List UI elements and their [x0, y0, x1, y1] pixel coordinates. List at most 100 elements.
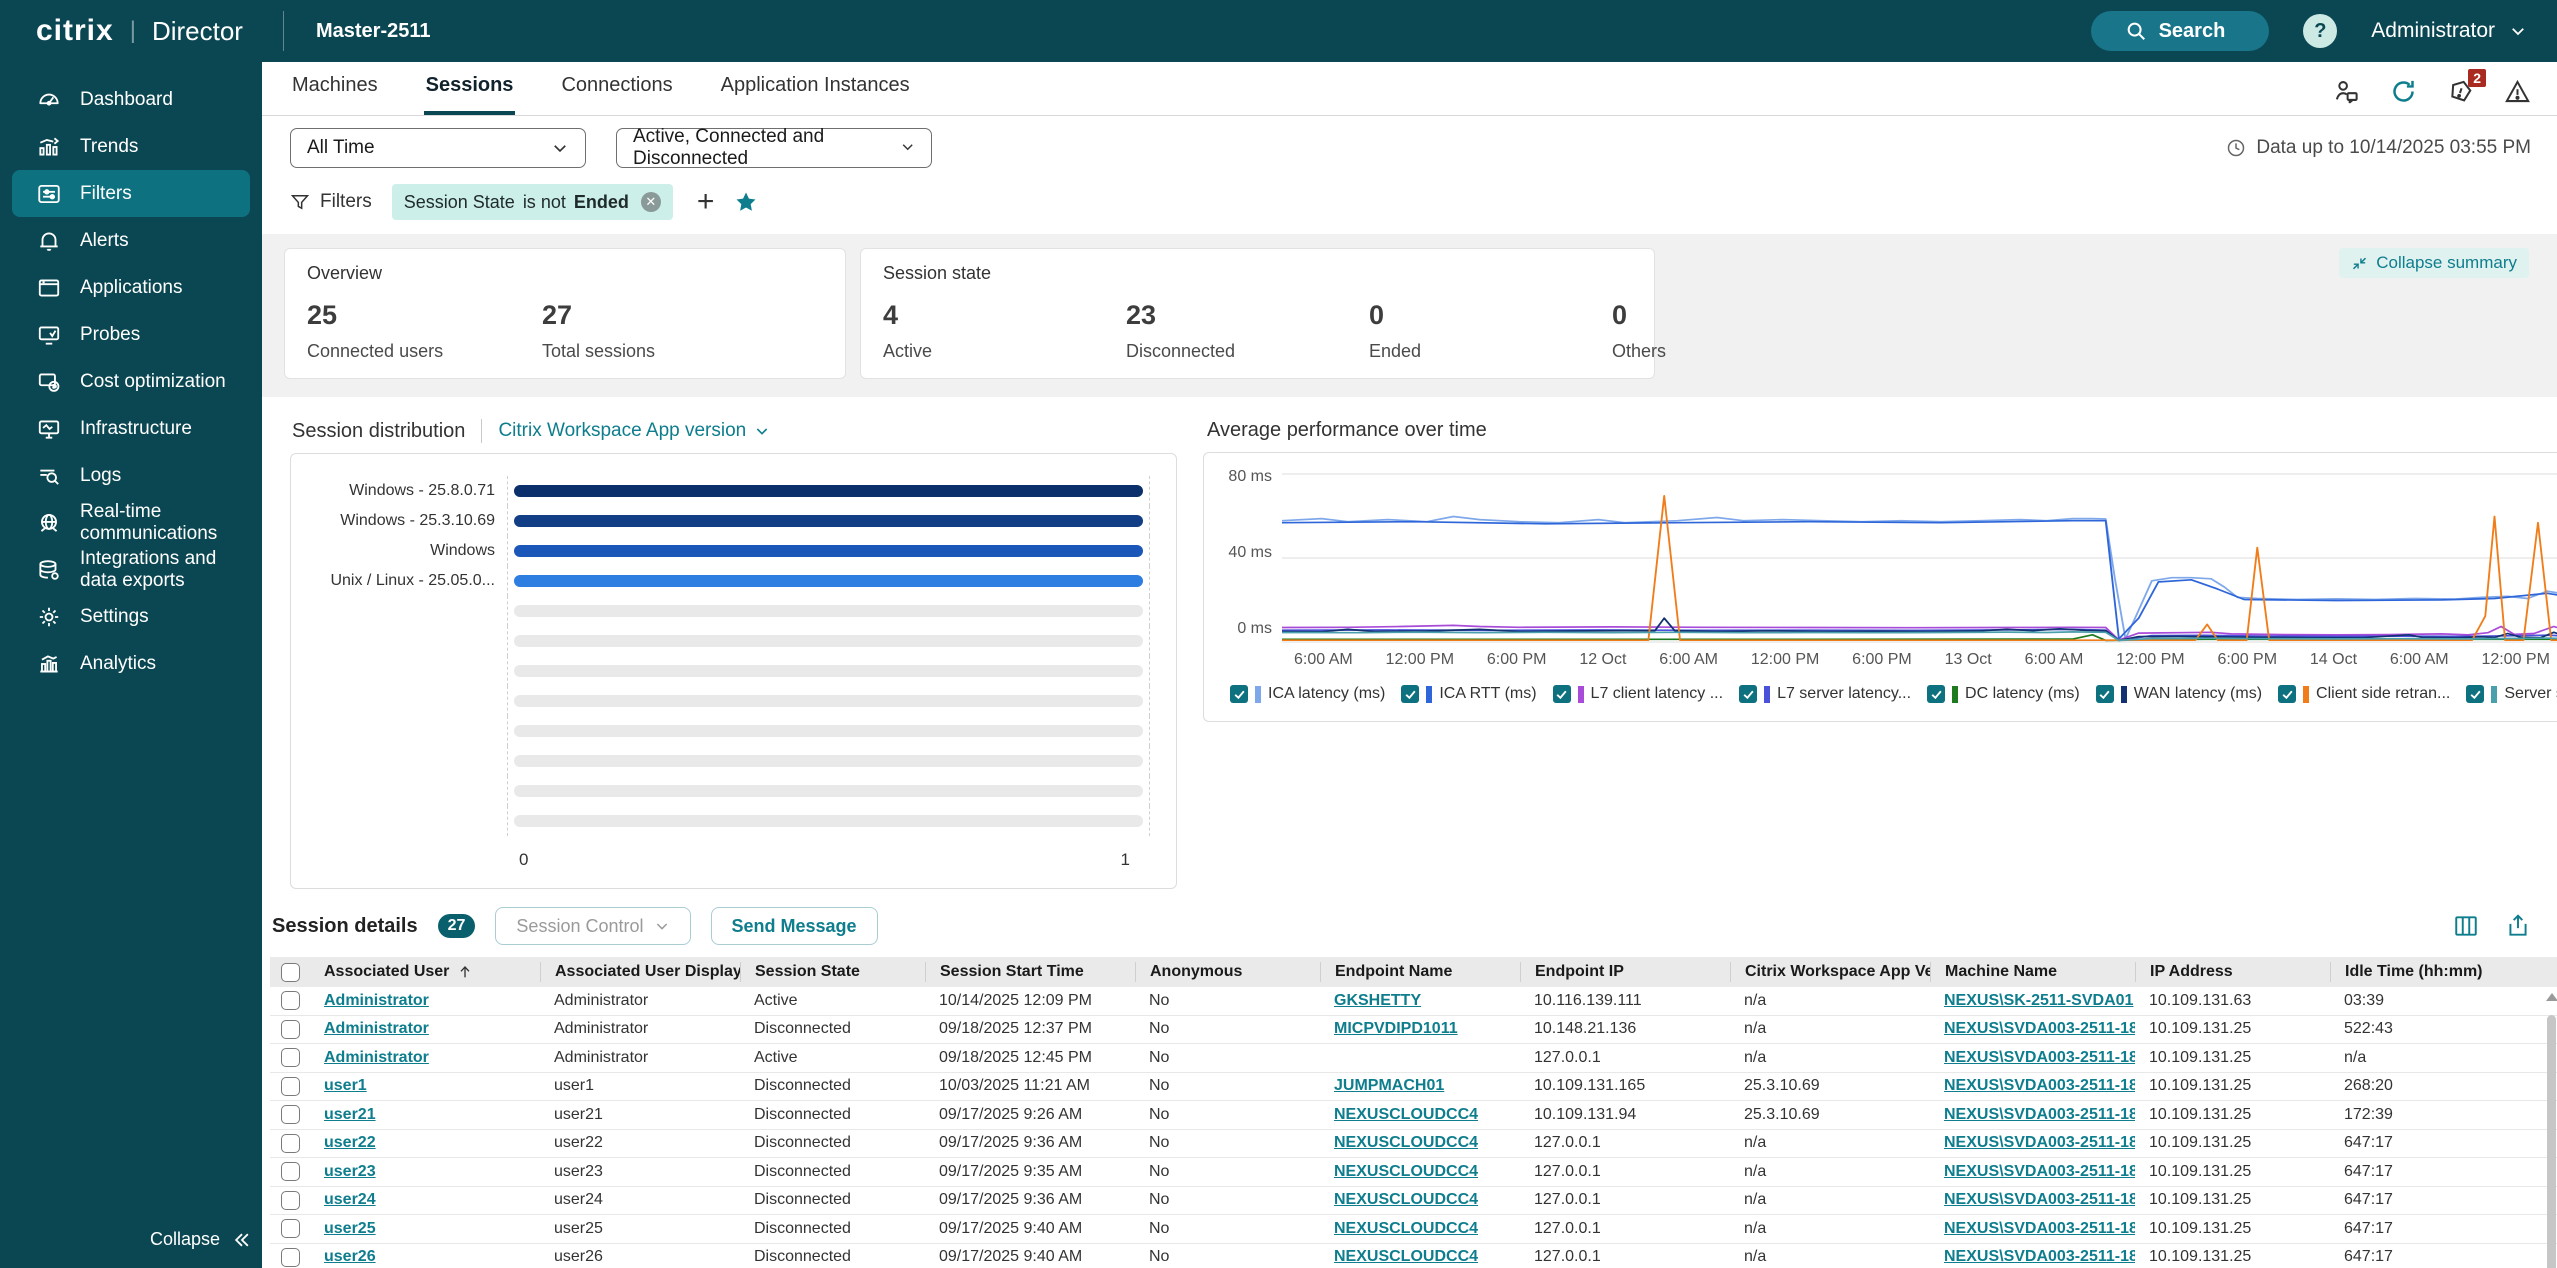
help-icon[interactable]: ?: [2303, 14, 2337, 48]
user-link[interactable]: user1: [324, 1077, 367, 1094]
column-header-ip-address[interactable]: IP Address: [2135, 962, 2330, 982]
legend-checkbox[interactable]: [1553, 685, 1571, 703]
sidebar-collapse-button[interactable]: Collapse: [0, 1229, 262, 1268]
user-menu[interactable]: Administrator: [2371, 19, 2527, 43]
endpoint-link[interactable]: NEXUSCLOUDCC4: [1334, 1134, 1478, 1151]
machine-link[interactable]: NEXUS\SVDA003-2511-18: [1944, 1220, 2135, 1237]
sidebar-item-dashboard[interactable]: Dashboard: [12, 76, 250, 123]
endpoint-link[interactable]: GKSHETTY: [1334, 992, 1421, 1009]
sidebar-item-probes[interactable]: Probes: [12, 311, 250, 358]
sidebar-item-analytics[interactable]: Analytics: [12, 640, 250, 687]
machine-link[interactable]: NEXUS\SVDA003-2511-18: [1944, 1077, 2135, 1094]
column-header-idle-time-hh-mm-[interactable]: Idle Time (hh:mm): [2330, 962, 2542, 982]
row-checkbox[interactable]: [281, 991, 300, 1010]
row-checkbox[interactable]: [281, 1134, 300, 1153]
tab-connections[interactable]: Connections: [559, 62, 674, 115]
column-header-machine-name[interactable]: Machine Name: [1930, 962, 2135, 982]
legend-checkbox[interactable]: [1401, 685, 1419, 703]
export-icon[interactable]: [2505, 913, 2531, 939]
add-filter-button[interactable]: +: [697, 192, 715, 212]
endpoint-link[interactable]: JUMPMACH01: [1334, 1077, 1444, 1094]
machine-link[interactable]: NEXUS\SVDA003-2511-18: [1944, 1248, 2135, 1265]
sidebar-item-integrations-and-data-exports[interactable]: Integrations and data exports: [12, 546, 250, 593]
legend-checkbox[interactable]: [1927, 685, 1945, 703]
session-state-select[interactable]: Active, Connected and Disconnected: [616, 128, 932, 168]
legend-checkbox[interactable]: [1230, 685, 1248, 703]
choose-columns-icon[interactable]: [2453, 913, 2479, 939]
machine-link[interactable]: NEXUS\SVDA003-2511-18: [1944, 1191, 2135, 1208]
warning-triangle-icon[interactable]: [2504, 78, 2531, 105]
table-scrollbar[interactable]: [2546, 993, 2557, 1268]
sidebar-item-filters[interactable]: Filters: [12, 170, 250, 217]
send-message-button[interactable]: Send Message: [711, 907, 878, 945]
remove-filter-icon[interactable]: ✕: [641, 192, 661, 212]
user-link[interactable]: user22: [324, 1134, 376, 1151]
filter-chip-session-state[interactable]: Session State is not Ended ✕: [392, 184, 673, 220]
machine-link[interactable]: NEXUS\SK-2511-SVDA01: [1944, 992, 2133, 1009]
session-control-button[interactable]: Session Control: [495, 907, 690, 945]
user-link[interactable]: Administrator: [324, 992, 429, 1009]
sidebar-item-real-time-communications[interactable]: Real-time communications: [12, 499, 250, 546]
column-header-anonymous[interactable]: Anonymous: [1135, 962, 1320, 982]
endpoint-link[interactable]: MICPVDIPD1011: [1334, 1020, 1458, 1037]
row-checkbox[interactable]: [281, 1219, 300, 1238]
scrollbar-thumb[interactable]: [2547, 1015, 2556, 1268]
user-link[interactable]: user23: [324, 1163, 376, 1180]
alerts-tag-icon[interactable]: 2: [2447, 78, 2474, 105]
tab-machines[interactable]: Machines: [290, 62, 380, 115]
sidebar-item-trends[interactable]: Trends: [12, 123, 250, 170]
row-checkbox[interactable]: [281, 1162, 300, 1181]
user-link[interactable]: Administrator: [324, 1020, 429, 1037]
user-link[interactable]: user24: [324, 1191, 376, 1208]
sidebar-item-infrastructure[interactable]: Infrastructure: [12, 405, 250, 452]
column-header-associated-user-display-[interactable]: Associated User Display ...: [540, 962, 740, 982]
row-checkbox[interactable]: [281, 1191, 300, 1210]
row-checkbox[interactable]: [281, 1077, 300, 1096]
sidebar-item-logs[interactable]: Logs: [12, 452, 250, 499]
legend-checkbox[interactable]: [2096, 685, 2114, 703]
sidebar-item-alerts[interactable]: Alerts: [12, 217, 250, 264]
row-checkbox[interactable]: [281, 1020, 300, 1039]
endpoint-link[interactable]: NEXUSCLOUDCC4: [1334, 1220, 1478, 1237]
group-by-select[interactable]: Citrix Workspace App version: [498, 420, 770, 442]
column-header-associated-user[interactable]: Associated User: [310, 962, 540, 982]
endpoint-link[interactable]: NEXUSCLOUDCC4: [1334, 1191, 1478, 1208]
legend-checkbox[interactable]: [2466, 685, 2484, 703]
tab-sessions[interactable]: Sessions: [424, 62, 516, 115]
column-header-endpoint-name[interactable]: Endpoint Name: [1320, 962, 1520, 982]
endpoint-link[interactable]: NEXUSCLOUDCC4: [1334, 1106, 1478, 1123]
sidebar-item-cost-optimization[interactable]: Cost optimization: [12, 358, 250, 405]
citrix-director-logo[interactable]: citrix | Director: [0, 14, 243, 48]
legend-checkbox[interactable]: [1739, 685, 1757, 703]
row-checkbox[interactable]: [281, 1248, 300, 1267]
endpoint-link[interactable]: NEXUSCLOUDCC4: [1334, 1163, 1478, 1180]
machine-link[interactable]: NEXUS\SVDA003-2511-18: [1944, 1020, 2135, 1037]
user-link[interactable]: user25: [324, 1220, 376, 1237]
column-header-endpoint-ip[interactable]: Endpoint IP: [1520, 962, 1730, 982]
row-checkbox[interactable]: [281, 1105, 300, 1124]
machine-link[interactable]: NEXUS\SVDA003-2511-18: [1944, 1163, 2135, 1180]
machine-link[interactable]: NEXUS\SVDA003-2511-18: [1944, 1049, 2135, 1066]
user-feedback-icon[interactable]: [2333, 78, 2360, 105]
favorite-star-icon[interactable]: [734, 190, 758, 214]
legend-checkbox[interactable]: [2278, 685, 2296, 703]
collapse-summary-button[interactable]: Collapse summary: [2339, 248, 2529, 278]
tab-application-instances[interactable]: Application Instances: [719, 62, 912, 115]
endpoint-link[interactable]: NEXUSCLOUDCC4: [1334, 1248, 1478, 1265]
user-link[interactable]: user21: [324, 1106, 376, 1123]
user-link[interactable]: user26: [324, 1248, 376, 1265]
select-all-checkbox-cell[interactable]: [270, 962, 310, 982]
machine-link[interactable]: NEXUS\SVDA003-2511-18: [1944, 1106, 2135, 1123]
sidebar-item-settings[interactable]: Settings: [12, 593, 250, 640]
row-checkbox[interactable]: [281, 1048, 300, 1067]
column-header-citrix-workspace-app-ve-[interactable]: Citrix Workspace App Ve...: [1730, 962, 1930, 982]
time-range-select[interactable]: All Time: [290, 128, 586, 168]
refresh-icon[interactable]: [2390, 78, 2417, 105]
search-button[interactable]: Search: [2091, 11, 2270, 51]
user-link[interactable]: Administrator: [324, 1049, 429, 1066]
select-all-checkbox[interactable]: [281, 963, 300, 982]
scroll-up-arrow[interactable]: [2546, 993, 2557, 1001]
machine-link[interactable]: NEXUS\SVDA003-2511-18: [1944, 1134, 2135, 1151]
sidebar-item-applications[interactable]: Applications: [12, 264, 250, 311]
column-header-session-state[interactable]: Session State: [740, 962, 925, 982]
